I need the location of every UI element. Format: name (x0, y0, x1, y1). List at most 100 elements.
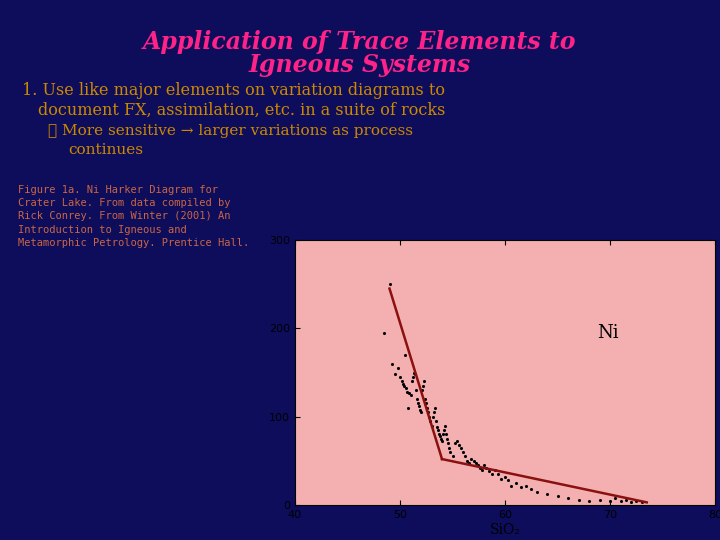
Point (409, 370, 420, 379)
Point (407, 373, 418, 381)
Point (413, 402, 425, 410)
Point (510, 478, 521, 487)
Point (397, 380, 409, 388)
Text: ☞ More sensitive → larger variations as process: ☞ More sensitive → larger variations as … (48, 124, 413, 138)
Point (572, 495, 584, 504)
Point (468, 456, 480, 465)
Point (405, 390, 416, 399)
Point (386, 359, 397, 368)
Point (449, 439, 460, 448)
Point (615, 497, 626, 506)
Point (515, 483, 526, 491)
Point (492, 470, 503, 478)
Point (526, 485, 537, 494)
Point (445, 448, 456, 456)
Point (411, 395, 423, 403)
Point (444, 443, 455, 452)
Point (436, 437, 448, 445)
Point (418, 377, 430, 386)
Point (480, 463, 492, 472)
Point (503, 476, 514, 484)
Point (414, 406, 426, 414)
Point (429, 403, 441, 412)
Text: Igneous Systems: Igneous Systems (249, 53, 471, 77)
Point (400, 350, 411, 359)
Point (451, 437, 462, 445)
Text: Ni: Ni (598, 324, 619, 342)
Point (470, 458, 482, 467)
Point (432, 426, 444, 434)
Point (416, 386, 428, 395)
Text: Figure 1a. Ni Harker Diagram for
Crater Lake. From data compiled by
Rick Conrey.: Figure 1a. Ni Harker Diagram for Crater … (18, 185, 249, 248)
Point (610, 494, 621, 502)
Point (594, 495, 606, 504)
Point (406, 377, 418, 386)
Point (466, 455, 477, 463)
Point (443, 439, 454, 448)
Point (439, 421, 451, 430)
Text: 1. Use like major elements on variation diagrams to: 1. Use like major elements on variation … (22, 82, 445, 99)
Point (446, 452, 458, 461)
Point (410, 386, 421, 395)
Point (625, 498, 636, 507)
Point (562, 494, 574, 502)
Point (437, 430, 449, 438)
Point (476, 465, 487, 474)
Point (384, 280, 395, 288)
Point (402, 388, 413, 396)
Point (428, 408, 439, 416)
X-axis label: SiO₂: SiO₂ (490, 523, 521, 537)
Point (426, 421, 437, 430)
Point (423, 413, 435, 421)
Point (583, 496, 595, 505)
Point (395, 373, 406, 381)
Point (620, 495, 631, 504)
Point (489, 465, 500, 474)
Point (379, 328, 390, 337)
Point (521, 481, 532, 490)
Point (631, 496, 642, 505)
Point (472, 461, 483, 470)
Point (392, 364, 404, 373)
Point (636, 498, 647, 507)
Point (455, 443, 467, 452)
Text: Application of Trace Elements to: Application of Trace Elements to (143, 30, 577, 54)
Point (505, 481, 517, 490)
Point (441, 430, 452, 438)
Point (412, 399, 423, 408)
Point (499, 472, 510, 481)
Point (402, 403, 414, 412)
Point (464, 458, 475, 467)
Point (421, 403, 433, 412)
Point (423, 408, 434, 416)
Point (433, 430, 445, 438)
Point (459, 452, 471, 461)
Point (408, 368, 420, 377)
Point (415, 408, 427, 416)
Point (495, 474, 507, 483)
Point (474, 463, 485, 472)
Point (400, 383, 412, 392)
Point (484, 467, 495, 476)
Point (462, 456, 473, 465)
Point (398, 381, 410, 390)
Point (396, 377, 408, 386)
Text: continues: continues (68, 143, 143, 157)
Text: document FX, assimilation, etc. in a suite of rocks: document FX, assimilation, etc. in a sui… (38, 102, 446, 119)
Point (434, 432, 446, 441)
Point (425, 417, 436, 426)
Point (438, 426, 450, 434)
Point (389, 370, 400, 379)
Point (431, 423, 443, 431)
Point (435, 434, 446, 443)
Point (478, 461, 490, 470)
Point (453, 441, 464, 449)
Point (441, 434, 453, 443)
Point (418, 381, 429, 390)
Point (531, 488, 542, 496)
Point (541, 490, 553, 499)
Point (430, 417, 441, 426)
Point (487, 470, 498, 478)
Point (604, 496, 616, 505)
Point (420, 395, 431, 403)
